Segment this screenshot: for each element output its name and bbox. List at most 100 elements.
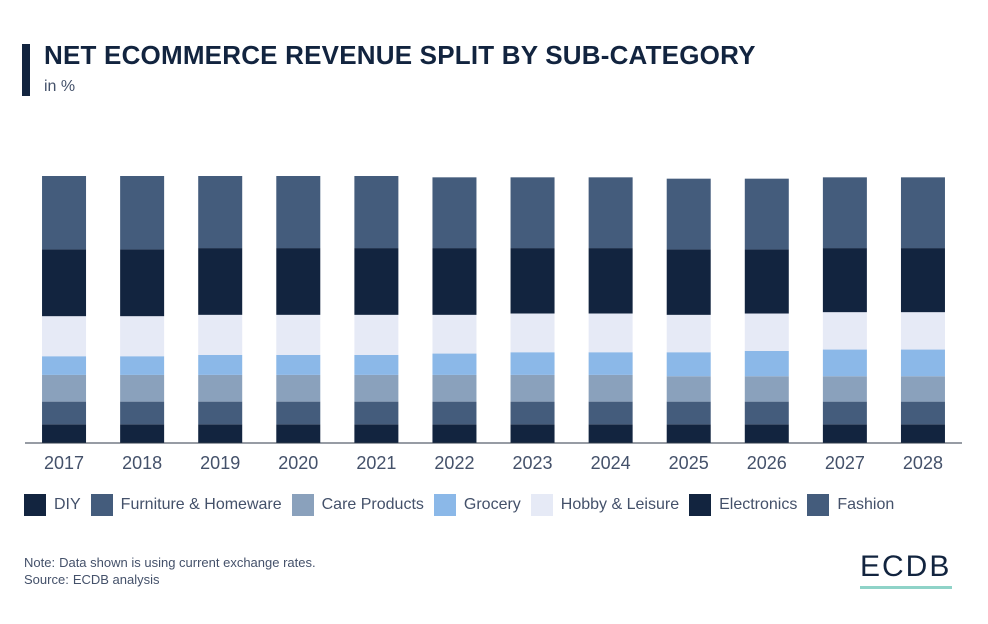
bar-segment — [276, 314, 321, 355]
bar-segment — [120, 356, 165, 375]
bar-segment — [588, 374, 633, 402]
bar-segment — [120, 424, 165, 443]
title-accent-bar — [22, 44, 30, 96]
legend-item: Furniture & Homeware — [90, 494, 282, 516]
legend-swatch — [689, 494, 712, 516]
bar-segment — [666, 314, 711, 353]
x-tick-label: 2026 — [747, 453, 787, 473]
legend-swatch — [433, 494, 456, 516]
bar-segment — [42, 249, 87, 317]
bar-segment — [432, 353, 477, 375]
legend-label: Hobby & Leisure — [560, 496, 680, 513]
x-tick-label: 2018 — [122, 453, 162, 473]
bar-segment — [198, 314, 243, 355]
bar-segment — [510, 374, 555, 402]
bar-segment — [42, 401, 87, 425]
bar-segment — [276, 424, 321, 443]
chart-notes: Note: Data shown is using current exchang… — [24, 554, 316, 588]
bar-segment — [822, 312, 867, 350]
bar-segment — [744, 401, 789, 425]
bar-segment — [588, 401, 633, 425]
bar-segment — [198, 176, 243, 249]
bar-segment — [354, 401, 399, 425]
bar-segment — [900, 401, 945, 425]
bar-segment — [42, 176, 87, 250]
bar-segment — [510, 424, 555, 443]
source-line: Source: ECDB analysis — [24, 571, 316, 588]
chart-subtitle: in % — [44, 78, 76, 95]
legend-label: Furniture & Homeware — [120, 496, 282, 513]
bar-segment — [744, 178, 789, 250]
bar-segment — [354, 176, 399, 249]
bar-segment — [120, 249, 165, 317]
bar-segment — [354, 248, 399, 315]
bar-segment — [42, 424, 87, 443]
bar-segment — [276, 354, 321, 375]
x-tick-label: 2024 — [591, 453, 631, 473]
bar-segment — [354, 374, 399, 402]
note-label: Note: — [24, 555, 56, 570]
bar-segment — [510, 248, 555, 314]
chart-title: NET ECOMMERCE REVENUE SPLIT BY SUB-CATEG… — [44, 40, 756, 70]
bar-segment — [900, 248, 945, 313]
bar-segment — [276, 374, 321, 402]
x-tick-label: 2017 — [44, 453, 84, 473]
bar-segment — [822, 424, 867, 443]
bar-segment — [432, 177, 477, 249]
bar-segment — [354, 314, 399, 355]
x-tick-label: 2020 — [278, 453, 318, 473]
legend-swatch — [530, 494, 553, 516]
legend-item: DIY — [24, 494, 81, 516]
bar-segment — [432, 401, 477, 425]
legend-item: Hobby & Leisure — [530, 494, 680, 516]
bar-segment — [822, 177, 867, 249]
legend-swatch — [807, 494, 830, 516]
bar-segment — [42, 374, 87, 402]
bar-segment — [822, 401, 867, 425]
legend-label: DIY — [54, 496, 81, 513]
x-tick-label: 2027 — [825, 453, 865, 473]
bar-segment — [744, 424, 789, 443]
bar-segment — [666, 424, 711, 443]
bar-segment — [198, 374, 243, 402]
bar-segment — [198, 424, 243, 443]
bar-segment — [276, 176, 321, 249]
bar-segment — [666, 178, 711, 250]
x-tick-label: 2028 — [903, 453, 943, 473]
bar-segment — [900, 177, 945, 249]
bar-segment — [510, 313, 555, 353]
bar-segment — [588, 424, 633, 443]
x-tick-label: 2025 — [669, 453, 709, 473]
bar-segment — [432, 248, 477, 315]
bar-segment — [510, 401, 555, 425]
bar-segment — [900, 349, 945, 377]
ecdb-logo: ECDB — [860, 550, 952, 583]
bar-segment — [588, 177, 633, 249]
bar-segment — [510, 177, 555, 249]
bar-segment — [354, 354, 399, 375]
legend-item: Fashion — [807, 494, 894, 516]
bar-segment — [588, 313, 633, 353]
note-line: Note: Data shown is using current exchang… — [24, 554, 316, 571]
bar-segment — [744, 249, 789, 314]
logo-underline — [860, 586, 952, 589]
legend-label: Fashion — [837, 496, 895, 513]
bar-segment — [120, 374, 165, 402]
bar-segment — [432, 424, 477, 443]
note-text: Data shown is using current exchange rat… — [59, 555, 316, 570]
bar-segment — [822, 349, 867, 377]
legend-swatch — [24, 494, 46, 516]
bar-segment — [276, 248, 321, 315]
source-text: ECDB analysis — [72, 572, 160, 587]
bar-segment — [42, 356, 87, 375]
legend-swatch — [90, 494, 113, 516]
bar-segment — [198, 401, 243, 425]
bar-segment — [666, 352, 711, 377]
x-tick-label: 2023 — [513, 453, 553, 473]
bar-segment — [822, 376, 867, 402]
x-tick-label: 2022 — [434, 453, 474, 473]
bar-segment — [822, 248, 867, 313]
bar-segment — [666, 401, 711, 425]
bar-segment — [276, 401, 321, 425]
bar-segment — [198, 248, 243, 315]
